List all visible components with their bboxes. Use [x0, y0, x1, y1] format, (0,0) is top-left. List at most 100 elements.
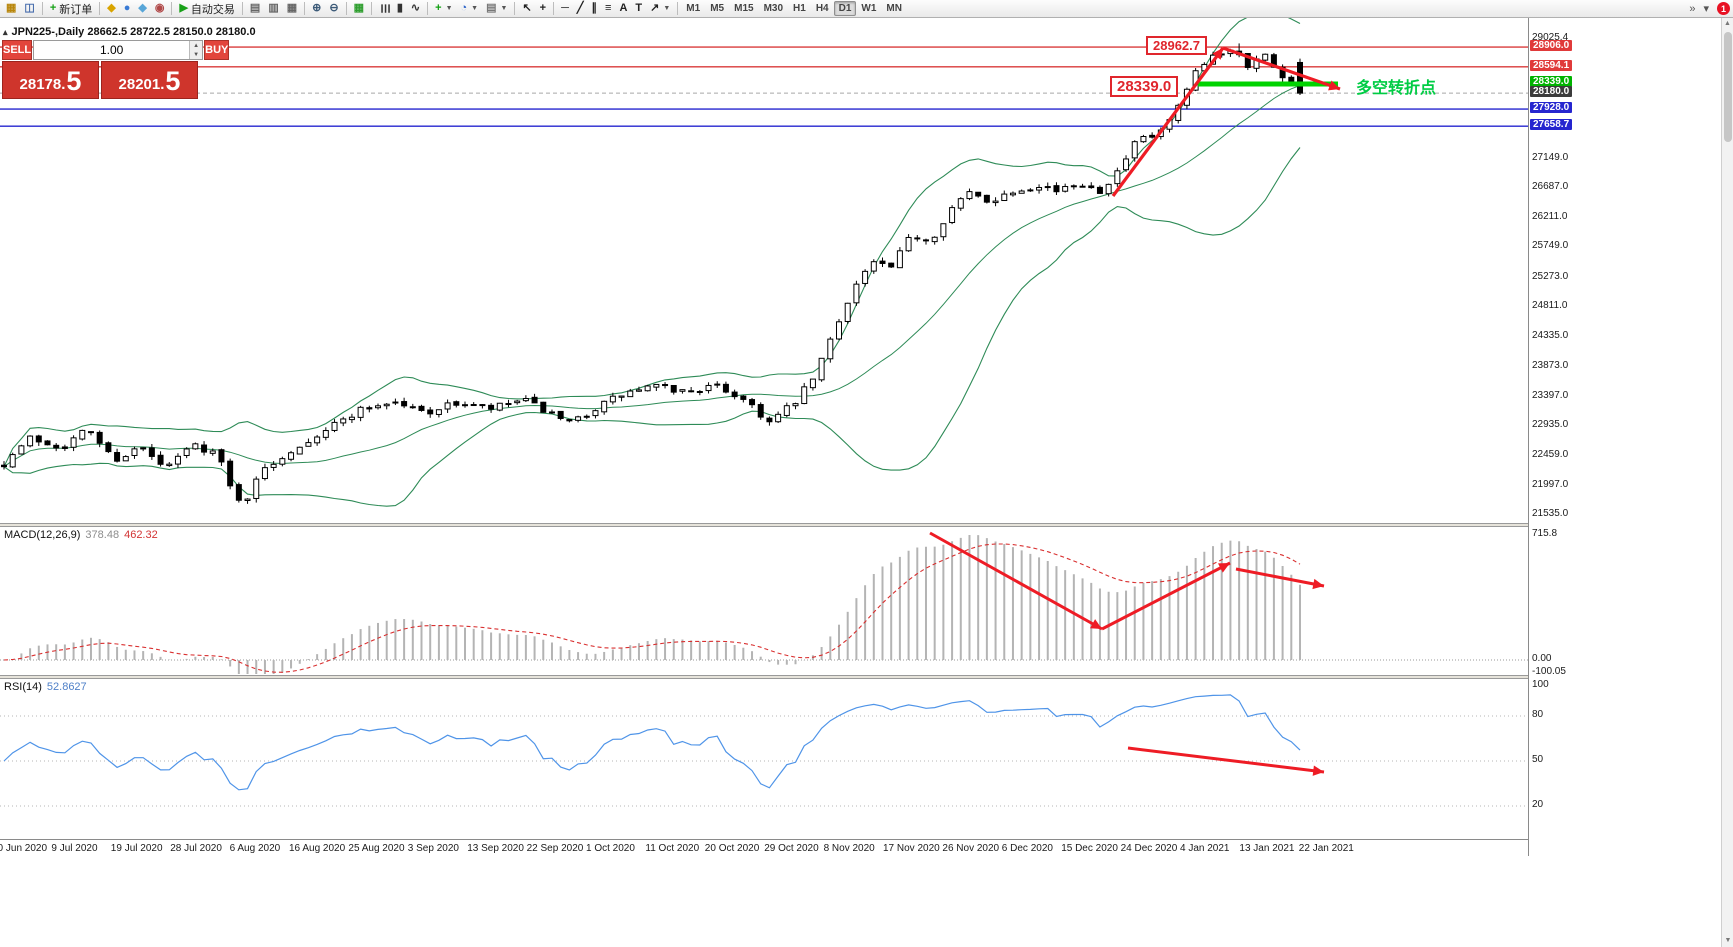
- rsi-canvas[interactable]: [0, 679, 1528, 839]
- market-watch-icon[interactable]: ●: [120, 1, 135, 17]
- timeframe-m1-button[interactable]: M1: [686, 3, 701, 14]
- toolbar-separator: [99, 2, 101, 15]
- hline-icon[interactable]: ─: [557, 1, 573, 17]
- alerts-icon[interactable]: ◆: [103, 1, 119, 17]
- new-chart-icon: ◫: [24, 2, 35, 14]
- label-icon[interactable]: T: [631, 1, 646, 17]
- timeframe-d1-button[interactable]: D1: [833, 1, 857, 16]
- zoom-in-icon[interactable]: ⊕: [308, 1, 325, 17]
- one-click-collapse-icon[interactable]: ▴: [3, 26, 8, 37]
- macd-splitter[interactable]: [0, 523, 1590, 527]
- notification-badge[interactable]: 1: [1717, 2, 1730, 15]
- timeframe-mn-button[interactable]: MN: [886, 3, 902, 14]
- axis-label: 100: [1532, 679, 1549, 690]
- axis-label: 20: [1532, 799, 1544, 810]
- candlestick-chart-icon: ▮: [396, 2, 403, 14]
- main-chart-panel[interactable]: ▴ JPN225-,Daily 28662.5 28722.5 28150.0 …: [0, 18, 1528, 523]
- chevron-down-icon[interactable]: ▼: [471, 5, 479, 12]
- lot-size-field: ▲ ▼: [33, 40, 204, 60]
- arrows-icon[interactable]: ↗ ▼: [646, 1, 674, 17]
- zoom-out-icon[interactable]: ⊖: [325, 1, 342, 17]
- axis-label: 26211.0: [1532, 211, 1568, 223]
- vertical-scrollbar[interactable]: ▲ ▼: [1721, 18, 1733, 947]
- lot-spinner: ▲ ▼: [189, 41, 203, 59]
- trendline-icon[interactable]: ╱: [573, 1, 588, 17]
- line-chart-icon[interactable]: ∿: [407, 1, 424, 17]
- turning-point-annotation[interactable]: 多空转折点: [1356, 80, 1437, 97]
- scroll-up-icon[interactable]: ▲: [1724, 20, 1731, 27]
- lot-increase-button[interactable]: ▲: [190, 41, 203, 50]
- periods-icon[interactable]: ◔ ▼: [457, 1, 483, 17]
- macd-panel[interactable]: MACD(12,26,9) 378.48 462.32: [0, 527, 1528, 675]
- autotrading-button-icon: ▶: [179, 2, 188, 14]
- crosshair-icon[interactable]: +: [536, 1, 550, 17]
- cursor-icon[interactable]: ↖: [518, 1, 535, 17]
- indicators-icon[interactable]: + ▼: [431, 1, 456, 17]
- axis-label: 26687.0: [1532, 180, 1569, 192]
- toolbar-separator: [241, 2, 243, 15]
- date-label: 25 Aug 2020: [348, 843, 405, 854]
- rsi-panel[interactable]: RSI(14) 52.8627: [0, 679, 1528, 839]
- bollinger-bands: [3, 18, 1301, 507]
- templates-icon[interactable]: ▤ ▼: [482, 1, 511, 17]
- peak-price-annotation[interactable]: 28962.7: [1146, 36, 1207, 55]
- panel-toggle-icon[interactable]: ▾: [1703, 3, 1709, 15]
- macd-trend-arrows: [929, 531, 1325, 631]
- bar-chart-icon[interactable]: ☰: [375, 1, 393, 17]
- periods-icon: ◔: [460, 2, 468, 14]
- buy-price: 28201.: [118, 76, 165, 93]
- toolbar-overflow-icon[interactable]: »: [1689, 2, 1696, 15]
- chevron-down-icon[interactable]: ▼: [663, 5, 671, 12]
- lot-size-input[interactable]: [34, 41, 190, 59]
- buy-price-button[interactable]: 28201. 5: [101, 61, 198, 99]
- price-axis[interactable]: 29025.4 27149.0 26687.0 26211.0 25749.0 25273…: [1528, 18, 1590, 856]
- support-price-annotation[interactable]: 28339.0: [1110, 76, 1179, 97]
- tile-windows-icon[interactable]: ▦: [350, 1, 368, 17]
- subwindow-icon-b[interactable]: ▥: [264, 1, 282, 17]
- subwindow-icon-a[interactable]: ▤: [246, 1, 264, 17]
- new-chart-icon[interactable]: ◫: [20, 1, 38, 17]
- navigator-icon[interactable]: ◉: [151, 1, 169, 17]
- chart-title: ▴ JPN225-,Daily 28662.5 28722.5 28150.0 …: [3, 26, 256, 38]
- text-icon[interactable]: A: [615, 1, 631, 17]
- timeframe-m30-button[interactable]: M30: [763, 3, 784, 14]
- timeframe-h4-button[interactable]: H4: [815, 3, 829, 14]
- toolbar-separator: [345, 2, 347, 15]
- buy-button[interactable]: BUY: [204, 40, 230, 60]
- subwindow-icon-c[interactable]: ▦: [283, 1, 301, 17]
- channel-icon[interactable]: ∥: [588, 1, 602, 17]
- autotrading-button[interactable]: ▶ 自动交易: [175, 1, 238, 17]
- scroll-down-icon[interactable]: ▼: [1724, 937, 1732, 944]
- candlestick-chart-icon[interactable]: ▮: [393, 1, 407, 17]
- date-label: 20 Oct 2020: [704, 843, 760, 854]
- data-window-icon[interactable]: ◆: [134, 1, 150, 17]
- fibonacci-icon[interactable]: ≡: [601, 1, 615, 17]
- price-tag: 28906.0: [1530, 40, 1573, 51]
- new-order-button[interactable]: + 新订单: [46, 1, 96, 17]
- date-label: 16 Aug 2020: [289, 843, 346, 854]
- macd-canvas[interactable]: [0, 527, 1528, 675]
- rsi-splitter[interactable]: [0, 675, 1590, 679]
- sell-price-button[interactable]: 28178. 5: [2, 61, 99, 99]
- timeframe-m5-button[interactable]: M5: [710, 3, 725, 14]
- timeframe-h1-button[interactable]: H1: [793, 3, 806, 14]
- sell-button[interactable]: SELL: [2, 40, 33, 60]
- date-label: 3 Sep 2020: [407, 843, 459, 854]
- lot-decrease-button[interactable]: ▼: [190, 50, 203, 59]
- timeframe-w1-button[interactable]: W1: [861, 3, 877, 14]
- timeframe-m15-button[interactable]: M15: [734, 3, 754, 14]
- date-label: 30 Jun 2020: [0, 843, 48, 854]
- date-label: 6 Dec 2020: [1001, 843, 1053, 854]
- main-chart-canvas[interactable]: [0, 18, 1528, 523]
- subwindow-icon-c-icon: ▦: [286, 2, 298, 14]
- date-label: 26 Nov 2020: [942, 843, 1000, 854]
- new-order-button-icon: +: [49, 2, 57, 14]
- chart-window-icon[interactable]: ▦: [2, 1, 20, 17]
- chevron-down-icon[interactable]: ▼: [500, 5, 508, 12]
- chevron-down-icon[interactable]: ▼: [445, 5, 453, 12]
- price-tag: 28339.0: [1530, 76, 1573, 87]
- date-label: 13 Jan 2021: [1239, 843, 1295, 854]
- date-label: 19 Jul 2020: [110, 843, 163, 854]
- scrollbar-thumb[interactable]: [1723, 32, 1732, 142]
